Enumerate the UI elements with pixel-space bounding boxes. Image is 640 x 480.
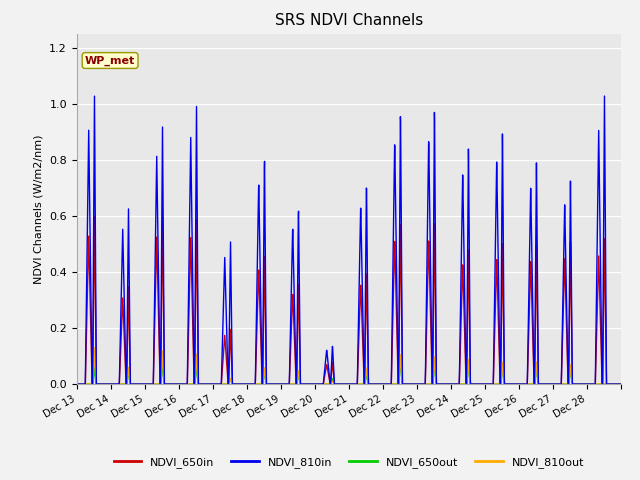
Y-axis label: NDVI Channels (W/m2/nm): NDVI Channels (W/m2/nm) bbox=[34, 134, 44, 284]
Title: SRS NDVI Channels: SRS NDVI Channels bbox=[275, 13, 423, 28]
Text: WP_met: WP_met bbox=[85, 55, 135, 66]
Legend: NDVI_650in, NDVI_810in, NDVI_650out, NDVI_810out: NDVI_650in, NDVI_810in, NDVI_650out, NDV… bbox=[109, 453, 588, 472]
